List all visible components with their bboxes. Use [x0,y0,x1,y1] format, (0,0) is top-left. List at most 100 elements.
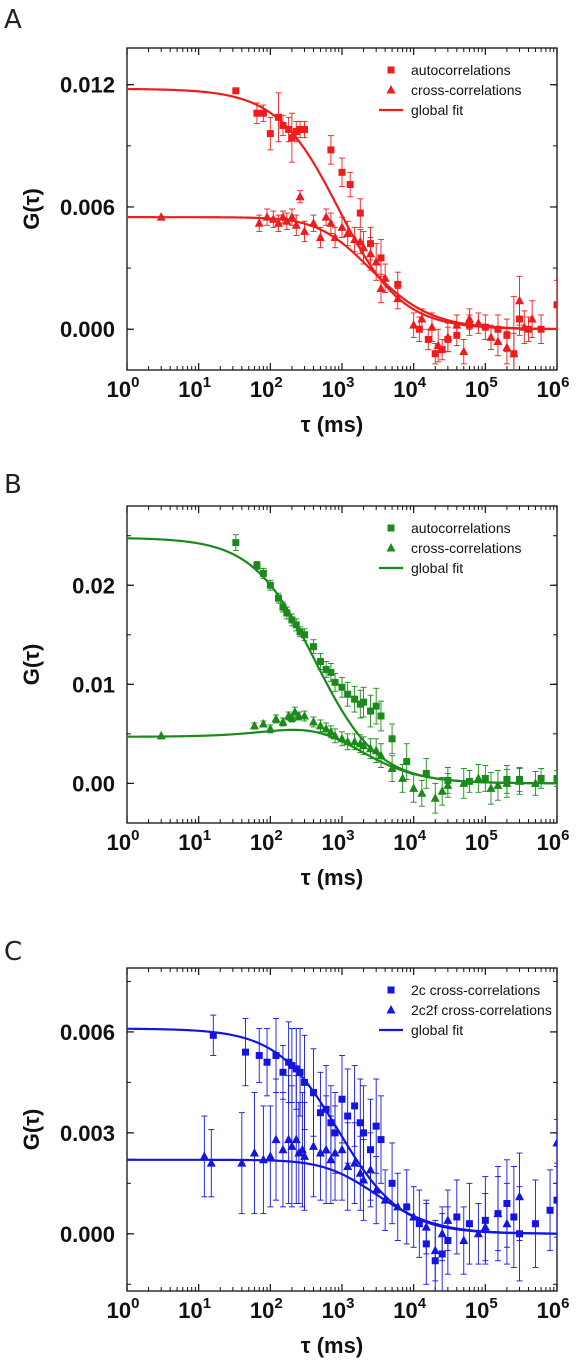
x-tick-label: 100 [107,374,140,402]
data-point-triangle [417,788,427,797]
legend-label: cross-correlations [411,82,521,98]
data-point-square [388,1179,396,1187]
y-tick-label: 0.006 [60,195,115,220]
data-point-triangle [409,320,419,329]
data-point-square [301,1078,309,1086]
y-tick-label: 0.01 [72,672,115,697]
data-point-triangle [273,218,283,227]
data-point-square [453,1213,461,1221]
legend-marker-square [387,986,395,994]
data-point-square [266,130,274,138]
data-point-triangle [366,743,376,753]
data-point-triangle [321,212,331,221]
data-point-square [255,1051,263,1059]
data-point-triangle [502,342,512,352]
data-point-square [510,1213,518,1221]
x-tick-label: 104 [393,827,426,855]
data-point-triangle [371,745,381,755]
data-point-square [309,1088,317,1096]
data-point-triangle [287,212,297,221]
data-point-square [327,668,335,676]
data-point-triangle [376,283,386,292]
x-tick-label: 106 [537,374,570,402]
data-point-square [356,209,364,217]
data-point-triangle [326,726,336,736]
data-point-square [537,325,545,333]
data-point-square [309,643,317,651]
y-axis-title: G(τ) [19,1109,44,1151]
data-point-triangle [355,1168,365,1177]
data-point-triangle [430,793,440,802]
data-point-triangle [443,780,453,789]
data-point-triangle [350,736,360,746]
data-point-triangle [321,723,331,733]
data-point-triangle [493,336,503,345]
data-point-square [344,1112,352,1120]
data-point-triangle [493,780,503,789]
x-axis-title: τ (ms) [301,1333,363,1358]
data-point-triangle [343,228,353,237]
data-point-triangle [254,218,264,227]
data-point-triangle [427,322,437,331]
plot-area [127,87,557,370]
data-point-triangle [398,773,408,782]
data-point-square [415,1220,423,1228]
data-point-triangle [380,1195,390,1204]
data-point-triangle [237,1158,247,1167]
data-point-triangle [421,1222,431,1231]
data-point-square [296,628,304,636]
data-point-square [465,1220,473,1228]
data-point-square [367,707,375,715]
legend-marker-square [387,66,395,74]
data-point-square [209,1031,217,1039]
data-point-triangle [300,1151,310,1160]
data-point-triangle [156,730,166,740]
data-point-triangle [359,740,369,750]
data-point-triangle [443,1215,453,1224]
data-point-triangle [315,720,325,730]
data-point-triangle [452,320,462,329]
data-point-square [351,1102,359,1110]
data-point-triangle [249,720,259,730]
data-point-triangle [473,318,483,327]
data-point-square [292,621,300,629]
y-tick-label: 0.00 [72,771,115,796]
data-point-triangle [552,1137,557,1147]
data-point-square [424,335,432,343]
data-point-square [403,1203,411,1211]
data-point-triangle [282,216,292,225]
data-point-square [259,569,267,577]
data-point-triangle [350,234,360,244]
y-tick-label: 0.012 [60,73,115,98]
data-point-square [524,325,532,333]
data-point-square [377,1136,385,1144]
data-point-square [481,774,489,782]
data-point-triangle [258,718,268,728]
data-point-triangle [265,723,275,733]
data-point-triangle [437,786,447,795]
data-point-triangle [366,248,376,258]
data-point-triangle [459,346,469,356]
x-tick-label: 103 [322,1295,355,1323]
data-point-square [438,346,446,354]
data-point-square [301,631,309,639]
data-point-triangle [480,1222,490,1231]
y-tick-label: 0.003 [60,1121,115,1146]
data-point-square [296,126,304,134]
legend-label: global fit [411,102,463,118]
data-point-triangle [258,1154,268,1164]
data-point-triangle [326,218,336,227]
data-point-square [292,128,300,136]
data-point-triangle [486,332,496,341]
data-point-triangle [265,1151,275,1160]
data-point-square [266,581,274,589]
data-point-square [274,113,282,121]
legend-label: global fit [411,560,463,576]
chart-panel-C: C 100 101 102 103 104 105 106 0.000 0.003 0.006 τ (… [4,937,569,1358]
x-tick-label: 101 [178,1295,211,1323]
x-tick-label: 101 [178,374,211,402]
data-point-square [388,735,396,743]
data-point-square [377,254,385,262]
fit-curve [127,87,557,331]
data-point-triangle [291,220,301,229]
